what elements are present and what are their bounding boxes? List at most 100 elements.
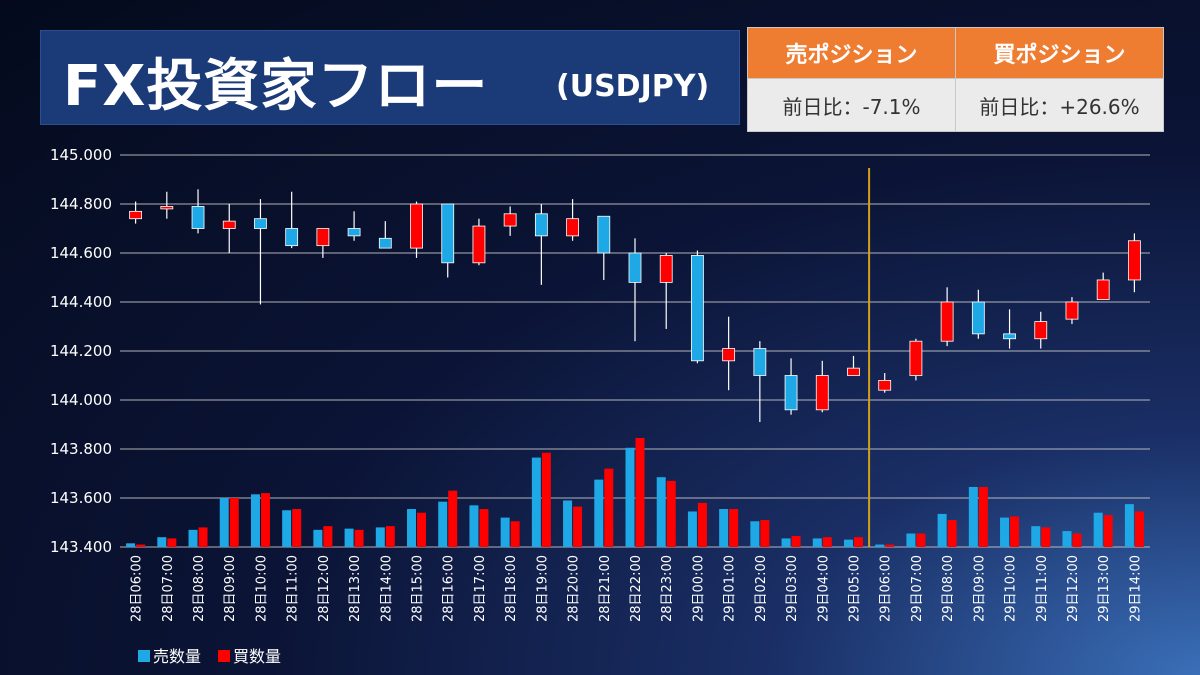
page-subtitle: (USDJPY) xyxy=(556,69,710,104)
x-tick-label: 28日18:00 xyxy=(504,555,519,622)
x-tick-label: 29日05:00 xyxy=(847,555,862,622)
candle-body xyxy=(628,252,642,283)
buy-volume-bar xyxy=(760,520,770,547)
x-tick-label: 28日08:00 xyxy=(192,555,207,622)
x-tick-label: 29日01:00 xyxy=(723,555,738,622)
buy-volume-bar xyxy=(1134,511,1144,547)
sell-volume-bar xyxy=(594,479,604,547)
x-axis-ticks: 28日06:00 28日07:00 28日08:00 28日09:00 28日10:00… xyxy=(130,555,1144,622)
buy-volume-bar xyxy=(635,437,645,547)
x-tick-label: 28日20:00 xyxy=(567,555,582,622)
x-tick-label: 28日22:00 xyxy=(629,555,644,622)
sell-volume-bar xyxy=(719,509,729,547)
buy-volume-bar xyxy=(541,452,551,547)
sell-volume-bar xyxy=(750,521,760,547)
sell-volume-bar xyxy=(1000,517,1010,547)
y-tick-label: 145.000 xyxy=(50,146,112,164)
x-tick-label: 28日06:00 xyxy=(130,555,145,622)
buy-volume-bar xyxy=(947,520,957,547)
sell-volume-bar xyxy=(687,511,697,547)
y-axis-ticks: 145.000 144.800 144.600 144.400 144.200 144.0… xyxy=(50,146,112,556)
legend-sell-label: 売数量 xyxy=(153,647,201,666)
candle-body xyxy=(691,255,704,362)
buy-volume-bar xyxy=(1072,533,1082,547)
sell-volume-bar xyxy=(438,501,448,547)
sell-volume-bar xyxy=(906,533,916,547)
x-tick-label: 28日13:00 xyxy=(348,555,363,622)
sell-volume-bar xyxy=(375,527,385,547)
sell-volume-bar xyxy=(250,494,260,547)
sell-volume-bar xyxy=(407,509,417,547)
buy-volume-bar xyxy=(385,526,395,547)
x-tick-label: 29日03:00 xyxy=(785,555,800,622)
y-tick-label: 144.600 xyxy=(50,244,112,262)
buy-volume-bar xyxy=(604,468,614,547)
buy-volume-bar xyxy=(697,502,707,547)
buy-volume-bar xyxy=(136,544,146,547)
sell-volume-bar xyxy=(937,513,947,547)
sell-volume-bar xyxy=(469,505,479,547)
x-tick-label: 29日06:00 xyxy=(879,555,894,622)
buy-volume-bar xyxy=(729,509,739,547)
buy-volume-bar xyxy=(198,527,208,547)
candle-body xyxy=(1003,333,1016,340)
buy-volume-bar xyxy=(853,537,863,547)
candle-body xyxy=(909,340,923,376)
sell-volume-bar xyxy=(344,528,354,547)
sell-volume-bar xyxy=(500,517,510,547)
candles xyxy=(129,189,1141,423)
buy-volume-bar xyxy=(1103,515,1113,547)
page-title: FX投資家フロー xyxy=(63,54,489,119)
y-tick-label: 143.600 xyxy=(50,489,112,507)
sell-volume-bar xyxy=(875,544,885,547)
volume-bars xyxy=(126,437,1144,547)
x-tick-label: 28日16:00 xyxy=(442,555,457,622)
sell-volume-bar xyxy=(781,538,791,547)
x-tick-label: 28日10:00 xyxy=(254,555,269,622)
x-tick-label: 28日17:00 xyxy=(473,555,488,622)
candle-body xyxy=(847,367,860,376)
candle-body xyxy=(285,228,299,247)
y-tick-label: 144.400 xyxy=(50,293,112,311)
sell-volume-bar xyxy=(1062,531,1072,547)
buy-volume-bar xyxy=(1010,516,1020,547)
candle-body xyxy=(129,210,143,220)
buy-volume-bar xyxy=(260,493,270,547)
x-tick-label: 29日00:00 xyxy=(691,555,706,622)
candle-body xyxy=(566,218,579,237)
candle-body xyxy=(472,225,486,264)
candle-body xyxy=(503,213,517,227)
y-tick-label: 144.800 xyxy=(50,195,112,213)
sell-volume-bar xyxy=(812,538,822,547)
x-tick-label: 29日12:00 xyxy=(1066,555,1081,622)
buy-volume-bar xyxy=(510,521,520,547)
candle-body xyxy=(441,203,455,264)
y-tick-label: 143.400 xyxy=(50,538,112,556)
candle-body xyxy=(659,255,673,283)
sell-volume-bar xyxy=(843,539,853,547)
y-tick-label: 144.000 xyxy=(50,391,112,409)
candle-body xyxy=(940,301,954,342)
sell-volume-bar xyxy=(219,498,229,547)
candle-body xyxy=(254,218,267,229)
buy-volume-bar xyxy=(479,509,489,547)
candle-body xyxy=(815,375,829,411)
candle-body xyxy=(378,237,392,249)
candle-body xyxy=(222,220,236,229)
candle-body xyxy=(722,348,736,362)
x-tick-label: 28日07:00 xyxy=(161,555,176,622)
sell-volume-bar xyxy=(625,447,635,547)
y-tick-label: 143.800 xyxy=(50,440,112,458)
x-tick-label: 29日09:00 xyxy=(972,555,987,622)
x-tick-label: 29日10:00 xyxy=(1004,555,1019,622)
sell-volume-bar xyxy=(1124,504,1134,547)
sell-volume-bar xyxy=(656,477,666,547)
buy-volume-bar xyxy=(978,486,988,547)
x-tick-label: 28日14:00 xyxy=(379,555,394,622)
buy-volume-bar xyxy=(417,512,427,547)
x-tick-label: 29日11:00 xyxy=(1035,555,1050,622)
legend: 売数量 買数量 xyxy=(138,647,281,666)
x-tick-label: 29日14:00 xyxy=(1128,555,1143,622)
candle-body xyxy=(878,379,892,391)
candle-body xyxy=(160,206,174,210)
